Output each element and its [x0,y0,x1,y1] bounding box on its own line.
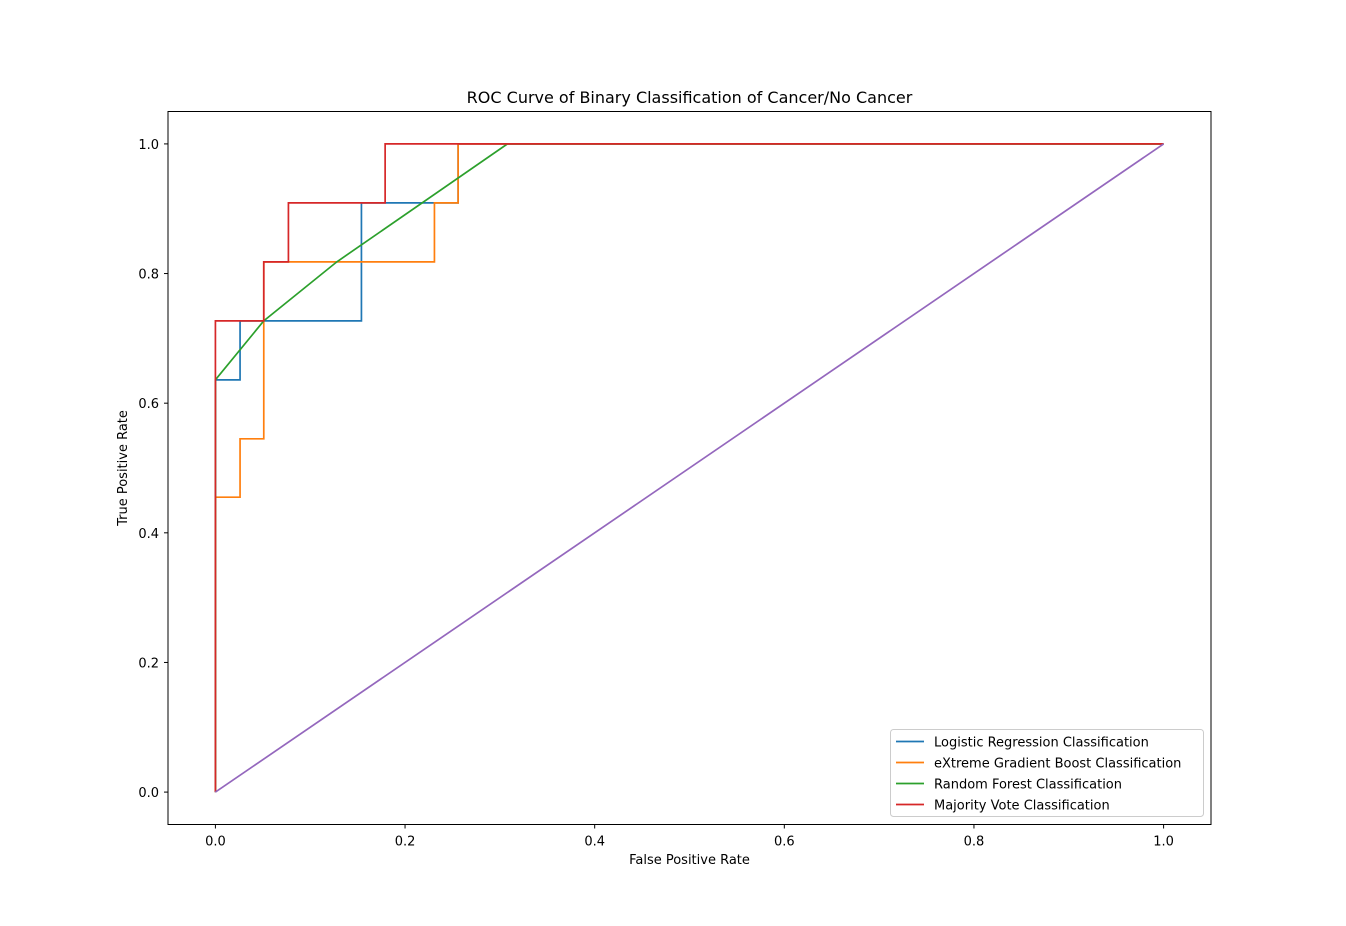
y-tick-label: 0.4 [138,527,159,542]
x-tick-label: 0.0 [205,835,226,850]
y-axis-label: True Positive Rate [116,410,131,527]
y-tick-label: 0.6 [138,397,159,412]
x-axis-label: False Positive Rate [629,853,750,868]
x-axis-ticks: 0.0 0.2 0.4 0.6 0.8 1.0 [205,824,1174,850]
chance-line [214,143,1165,793]
plot-frame [167,111,1212,825]
series-group [214,143,1165,793]
legend-label: Random Forest Classification [934,778,1122,793]
legend-box [890,729,1204,817]
y-axis-ticks: 0.0 0.2 0.4 0.6 0.8 1.0 [138,138,168,801]
y-tick-label: 1.0 [138,138,159,153]
x-tick-label: 0.6 [774,835,795,850]
x-tick-label: 0.4 [584,835,605,850]
y-tick-label: 0.0 [138,786,159,801]
legend-label: eXtreme Gradient Boost Classification [934,757,1181,772]
legend-label: Logistic Regression Classification [934,736,1149,751]
x-tick-label: 0.8 [964,835,985,850]
chart-title: ROC Curve of Binary Classification of Ca… [467,88,913,107]
y-tick-label: 0.2 [138,656,159,671]
legend: Logistic Regression Classification eXtrem… [890,729,1204,817]
x-tick-label: 0.2 [395,835,416,850]
legend-label: Majority Vote Classification [934,799,1110,814]
x-tick-label: 1.0 [1153,835,1174,850]
y-tick-label: 0.8 [138,268,159,283]
series-line-3 [214,143,1164,793]
